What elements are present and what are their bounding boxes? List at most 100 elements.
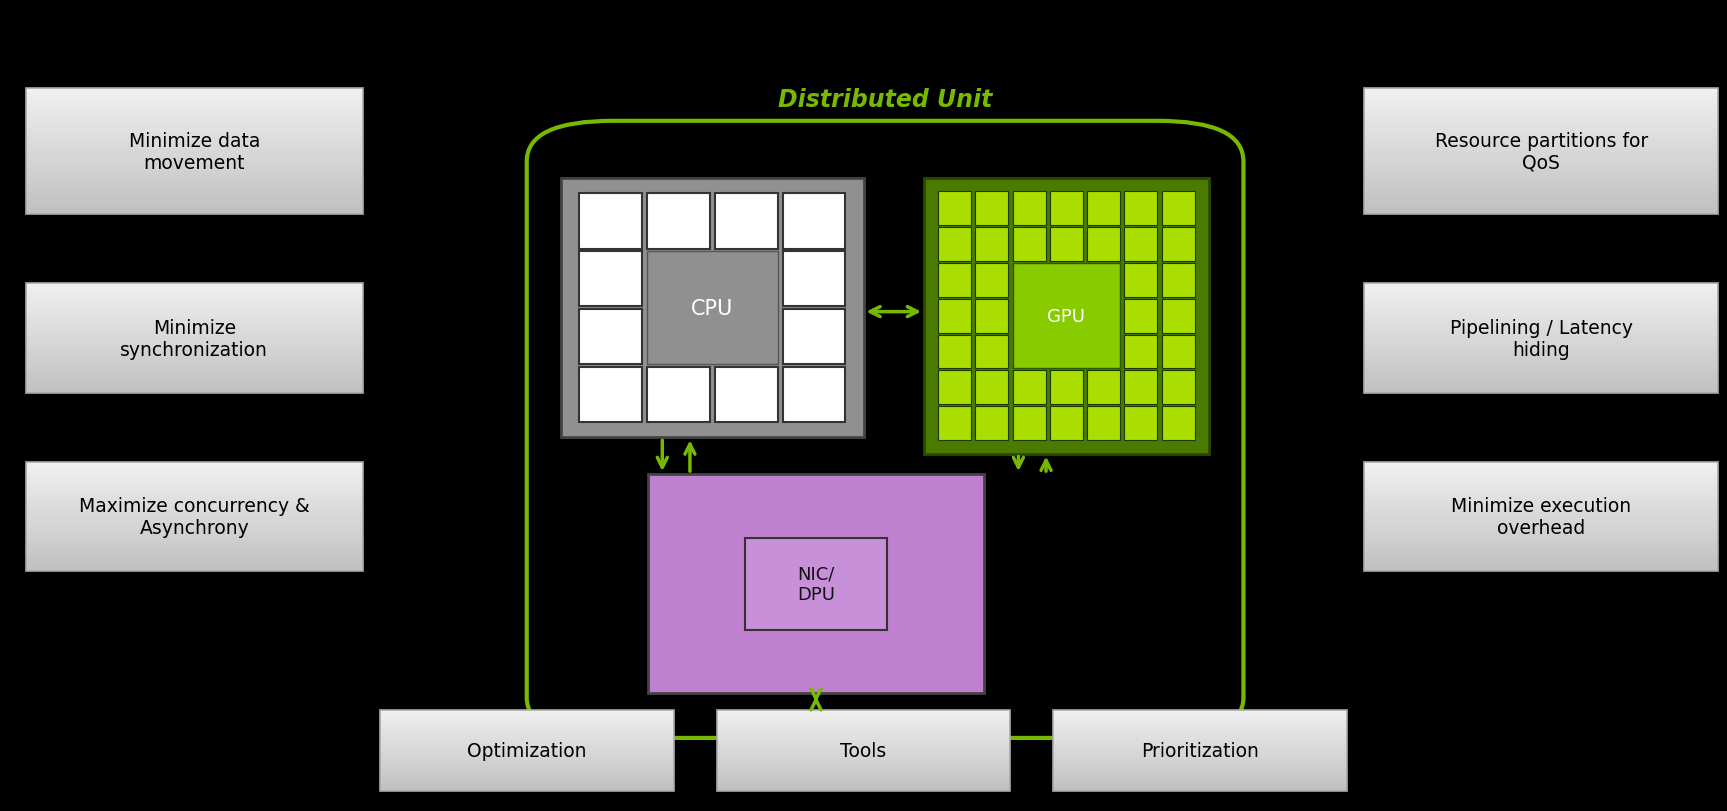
Bar <box>1364 312 1718 315</box>
Bar <box>1364 299 1718 302</box>
Bar <box>717 719 1010 721</box>
Bar <box>717 737 1010 739</box>
Bar <box>1364 325 1718 328</box>
Bar <box>717 763 1010 765</box>
Bar <box>1088 228 1121 262</box>
Bar <box>26 147 363 149</box>
Text: Minimize
synchronization: Minimize synchronization <box>121 318 268 359</box>
Bar <box>26 330 363 332</box>
Bar <box>717 781 1010 783</box>
Bar <box>1053 786 1347 787</box>
Bar <box>1364 205 1718 208</box>
Bar <box>380 721 674 723</box>
Bar <box>1364 212 1718 215</box>
Bar <box>1364 500 1718 502</box>
Bar <box>26 172 363 174</box>
Bar <box>26 105 363 107</box>
Bar <box>26 117 363 119</box>
Bar <box>1364 493 1718 495</box>
Bar <box>26 180 363 182</box>
Bar <box>26 539 363 541</box>
Bar <box>1053 781 1347 783</box>
Text: Minimize data
movement: Minimize data movement <box>128 131 261 173</box>
Bar <box>26 142 363 144</box>
Bar <box>26 149 363 152</box>
Bar <box>380 784 674 786</box>
Bar <box>26 491 363 493</box>
Bar <box>1053 724 1347 726</box>
Bar <box>1364 303 1718 306</box>
Bar <box>26 391 363 393</box>
Bar <box>1053 762 1347 763</box>
Bar <box>1364 112 1718 114</box>
Bar <box>1364 465 1718 466</box>
Bar <box>380 758 674 760</box>
Bar <box>380 766 674 768</box>
Bar <box>1364 350 1718 352</box>
Bar <box>380 779 674 781</box>
Bar <box>1364 290 1718 293</box>
Bar <box>26 130 363 132</box>
Bar <box>1364 286 1718 288</box>
Bar <box>26 495 363 497</box>
Bar <box>976 371 1009 405</box>
Bar <box>1364 89 1718 92</box>
Bar <box>648 194 710 249</box>
Bar <box>1364 506 1718 508</box>
Bar <box>1053 718 1347 719</box>
Bar <box>1364 321 1718 324</box>
Bar <box>648 367 710 423</box>
Bar <box>1364 97 1718 99</box>
Bar <box>1053 775 1347 776</box>
Bar <box>1364 354 1718 356</box>
Bar <box>26 552 363 554</box>
Bar <box>26 462 363 465</box>
Bar <box>1053 714 1347 716</box>
Bar <box>1364 339 1718 341</box>
Bar <box>976 299 1009 333</box>
Bar <box>1364 210 1718 212</box>
Bar <box>26 547 363 550</box>
Bar <box>380 710 674 791</box>
Bar <box>1364 343 1718 345</box>
Bar <box>26 371 363 374</box>
Bar <box>1364 169 1718 172</box>
Bar <box>1364 513 1718 515</box>
Text: Prioritization: Prioritization <box>1142 740 1259 760</box>
Bar <box>26 478 363 480</box>
Bar <box>26 354 363 356</box>
Bar <box>380 713 674 714</box>
Bar <box>1050 406 1083 440</box>
Bar <box>1364 371 1718 374</box>
Bar <box>1364 167 1718 169</box>
Bar <box>26 363 363 365</box>
Bar <box>26 89 363 92</box>
Bar <box>26 302 363 303</box>
Bar <box>1124 228 1157 262</box>
Bar <box>380 776 674 778</box>
Bar <box>1364 378 1718 380</box>
Bar <box>26 556 363 559</box>
Bar <box>717 710 1010 711</box>
Bar <box>1364 384 1718 387</box>
Bar <box>380 731 674 732</box>
Bar <box>26 482 363 484</box>
Bar <box>717 726 1010 727</box>
Bar <box>1364 532 1718 534</box>
Bar <box>717 744 1010 745</box>
Bar <box>717 760 1010 762</box>
Bar <box>26 561 363 563</box>
Bar <box>1364 482 1718 484</box>
Bar <box>1012 228 1045 262</box>
Bar <box>782 194 846 249</box>
Bar <box>26 299 363 302</box>
Bar <box>717 732 1010 734</box>
Bar <box>1364 387 1718 389</box>
Bar <box>26 152 363 155</box>
Bar <box>1364 302 1718 303</box>
Bar <box>1364 324 1718 325</box>
Bar <box>715 194 777 249</box>
Bar <box>1162 264 1195 298</box>
Bar <box>26 182 363 185</box>
Bar <box>26 310 363 312</box>
